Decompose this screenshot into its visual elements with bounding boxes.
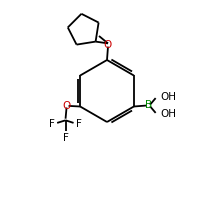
Text: O: O xyxy=(62,101,71,111)
Text: O: O xyxy=(104,40,112,50)
Text: OH: OH xyxy=(160,92,176,102)
Text: F: F xyxy=(49,119,55,129)
Text: F: F xyxy=(76,119,81,129)
Text: F: F xyxy=(63,133,68,143)
Text: B: B xyxy=(145,100,152,110)
Text: OH: OH xyxy=(160,109,176,119)
